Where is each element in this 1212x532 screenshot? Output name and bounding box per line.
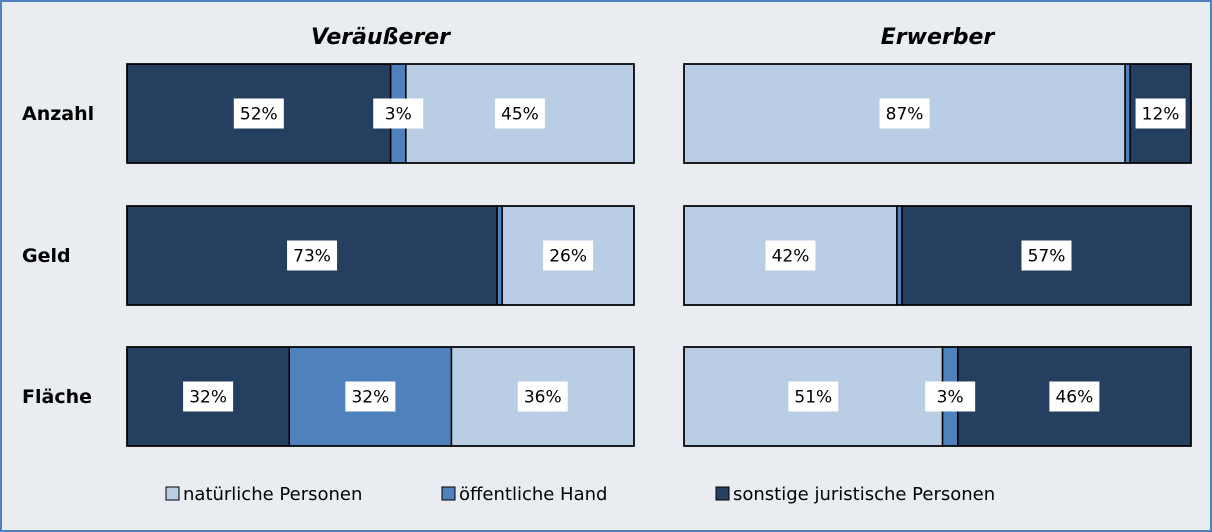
data-label: 12% — [1142, 105, 1180, 125]
label-box — [1021, 240, 1072, 271]
legend-label: sonstige juristische Personen — [733, 484, 995, 505]
label-box — [925, 381, 976, 412]
label-box — [765, 240, 816, 271]
bar-segment — [496, 205, 503, 306]
bar-outline — [126, 346, 635, 447]
data-label: 32% — [189, 388, 227, 408]
data-label: 42% — [772, 247, 810, 267]
bar-outline — [683, 63, 1192, 164]
data-label: 45% — [501, 105, 539, 125]
label-box — [373, 98, 424, 129]
label-box — [788, 381, 839, 412]
label-box — [543, 240, 594, 271]
bar-outline — [126, 205, 635, 306]
data-label: 36% — [524, 388, 562, 408]
label-box — [233, 98, 284, 129]
panel-title: Erwerber — [881, 25, 996, 50]
bar-outline — [126, 63, 635, 164]
label-box — [517, 381, 568, 412]
bar-segment — [896, 205, 903, 306]
data-label: 32% — [351, 388, 389, 408]
legend-swatch — [441, 486, 456, 501]
category-label: Fläche — [22, 386, 92, 408]
data-label: 57% — [1028, 247, 1066, 267]
data-label: 26% — [549, 247, 587, 267]
label-box — [879, 98, 930, 129]
data-label: 3% — [385, 105, 412, 125]
data-label: 51% — [794, 388, 832, 408]
legend-label: natürliche Personen — [183, 484, 362, 505]
category-label: Anzahl — [22, 103, 94, 125]
label-box — [345, 381, 396, 412]
legend-swatch — [715, 486, 730, 501]
data-label: 73% — [293, 247, 331, 267]
label-box — [494, 98, 545, 129]
data-label: 87% — [886, 105, 924, 125]
label-box — [183, 381, 234, 412]
panel-title: Veräußerer — [311, 25, 451, 50]
category-label: Geld — [22, 245, 71, 267]
label-box — [1049, 381, 1100, 412]
label-box — [287, 240, 338, 271]
data-label: 46% — [1055, 388, 1093, 408]
data-label: 3% — [937, 388, 964, 408]
legend-swatch — [165, 486, 180, 501]
bar-outline — [683, 205, 1192, 306]
bar-segment — [1124, 63, 1131, 164]
bar-outline — [683, 346, 1192, 447]
legend-label: öffentliche Hand — [459, 484, 607, 505]
label-box — [1135, 98, 1186, 129]
data-label: 52% — [240, 105, 278, 125]
